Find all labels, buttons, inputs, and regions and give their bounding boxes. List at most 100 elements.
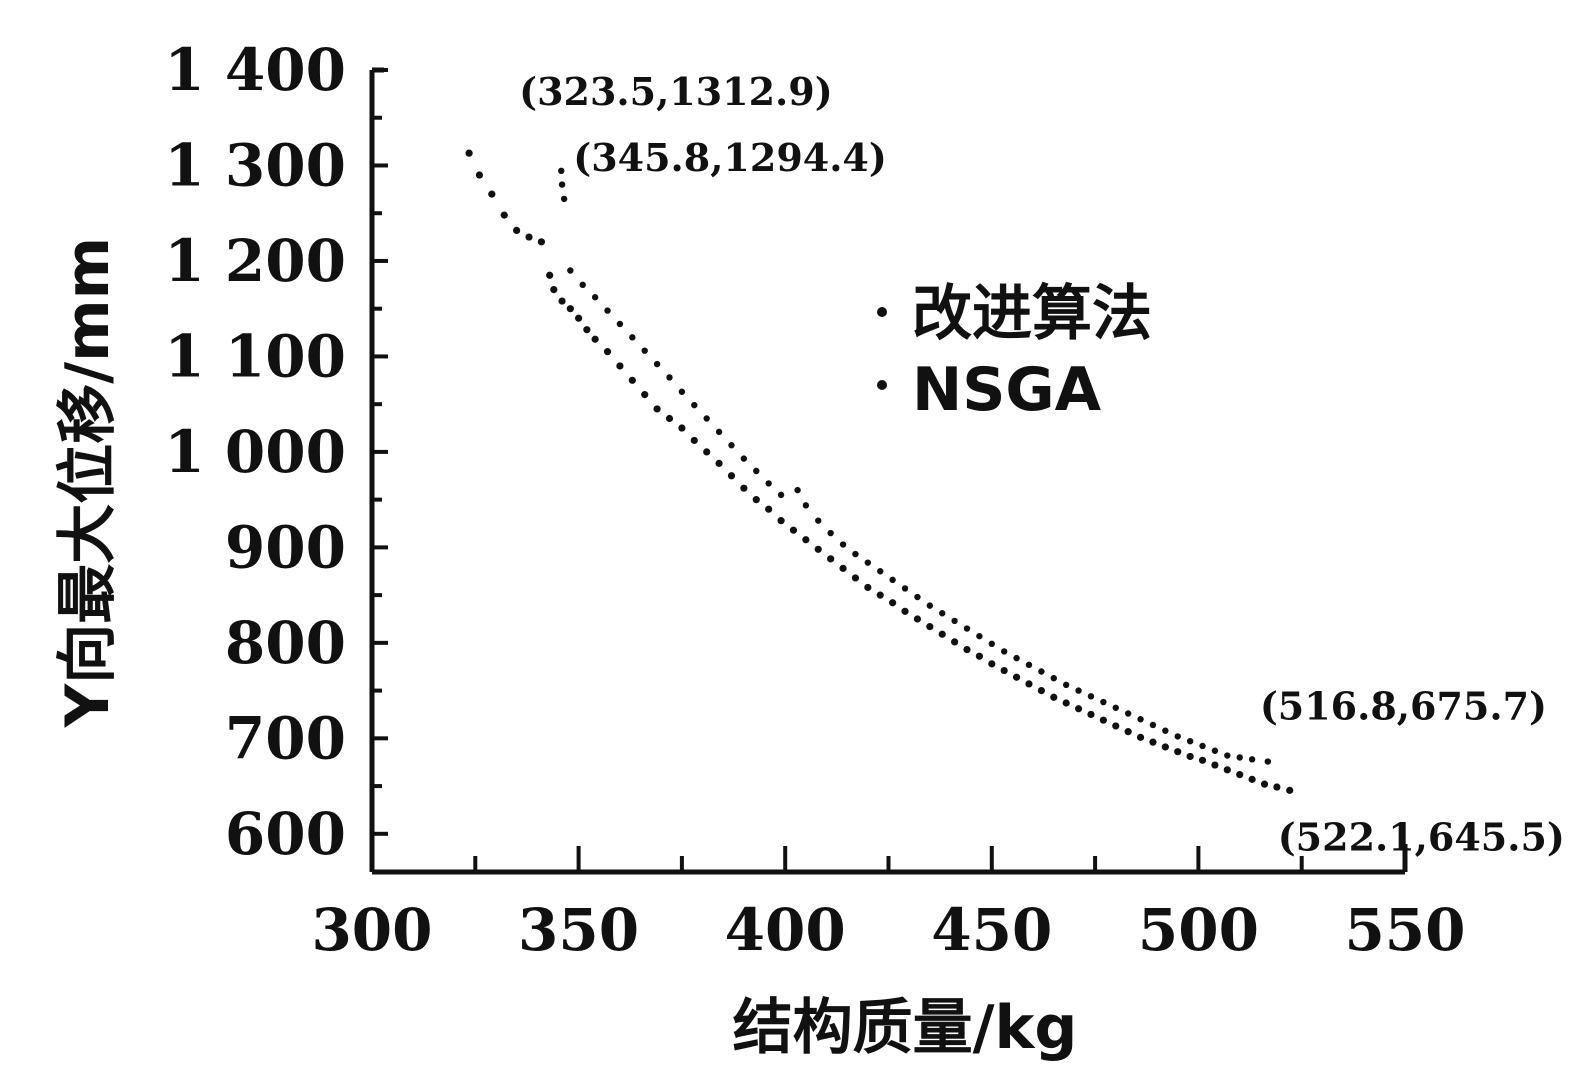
point-nsga <box>1025 661 1033 669</box>
point-improved <box>1223 766 1231 774</box>
point-nsga <box>558 167 565 175</box>
point-nsga <box>1236 754 1243 761</box>
point-improved <box>475 171 484 179</box>
point-nsga <box>914 593 921 601</box>
legend-label-nsga: NSGA <box>912 355 1102 425</box>
point-improved <box>603 348 612 356</box>
point-nsga <box>1075 687 1082 694</box>
point-improved <box>1037 686 1045 695</box>
point-nsga <box>567 267 574 274</box>
point-improved <box>628 376 636 384</box>
point-improved <box>488 190 496 198</box>
point-nsga <box>728 442 735 449</box>
point-nsga <box>616 320 624 328</box>
point-nsga <box>815 517 822 524</box>
point-nsga <box>1224 752 1231 759</box>
point-improved <box>678 424 686 432</box>
point-nsga <box>951 617 958 625</box>
point-improved <box>465 149 473 157</box>
point-nsga <box>802 502 810 509</box>
point-improved <box>1248 775 1256 783</box>
point-improved <box>802 536 810 544</box>
point-improved <box>1025 680 1033 688</box>
point-nsga <box>1087 693 1095 700</box>
point-nsga <box>715 428 723 436</box>
point-nsga <box>604 307 611 314</box>
point-improved <box>1149 738 1157 746</box>
axes-layer: 300 350 400 450 500 550 600 700 800 900 1 000 1 100… <box>164 36 1465 964</box>
point-nsga <box>1186 737 1194 745</box>
point-improved <box>616 362 624 370</box>
point-improved <box>1074 705 1083 713</box>
point-nsga <box>653 360 661 368</box>
y-tick-label: 1 000 <box>164 418 346 486</box>
points-layer <box>465 149 1294 794</box>
point-annotation: (323.5,1312.9) <box>519 69 833 114</box>
point-improved <box>913 615 922 623</box>
point-nsga <box>1174 733 1181 740</box>
point-nsga <box>926 602 934 609</box>
point-nsga <box>889 576 896 584</box>
point-improved <box>513 226 521 234</box>
point-improved <box>525 233 533 241</box>
point-improved <box>591 335 599 343</box>
x-tick-label: 400 <box>725 896 846 964</box>
point-improved <box>827 555 835 563</box>
y-tick-label: 1 300 <box>164 131 346 199</box>
point-improved <box>566 305 574 313</box>
point-improved <box>1124 728 1132 736</box>
point-improved <box>583 326 591 334</box>
point-improved <box>1198 756 1207 764</box>
point-improved <box>938 630 946 638</box>
y-tick-label: 600 <box>225 800 346 868</box>
point-improved <box>889 599 897 607</box>
point-improved <box>963 645 971 654</box>
point-improved <box>1050 693 1058 701</box>
y-tick-label: 900 <box>225 513 346 581</box>
point-improved <box>653 405 661 413</box>
point-improved <box>876 591 884 599</box>
point-nsga <box>901 585 909 592</box>
point-improved <box>864 583 872 592</box>
point-annotation: (522.1,645.5) <box>1278 814 1565 859</box>
x-tick-label: 300 <box>311 896 432 964</box>
point-improved <box>1136 733 1145 741</box>
point-nsga <box>976 632 983 640</box>
y-tick-label: 700 <box>225 704 346 772</box>
y-tick-label: 800 <box>225 609 346 677</box>
point-nsga <box>1211 747 1219 754</box>
point-nsga <box>988 640 995 648</box>
point-improved <box>1211 761 1219 769</box>
point-nsga <box>1038 668 1045 675</box>
point-improved <box>575 314 583 322</box>
x-tick-label: 500 <box>1138 896 1259 964</box>
point-improved <box>789 526 798 534</box>
point-nsga <box>877 568 884 575</box>
point-improved <box>1062 699 1070 707</box>
point-nsga <box>1199 742 1206 750</box>
legend-label-improved: 改进算法 <box>912 279 1152 349</box>
point-improved <box>1087 710 1095 719</box>
point-improved <box>851 574 860 582</box>
point-nsga <box>678 388 686 395</box>
point-nsga <box>579 281 586 289</box>
point-improved <box>988 660 996 668</box>
y-tick-label: 1 200 <box>164 227 346 295</box>
point-improved <box>500 211 508 219</box>
point-improved <box>975 652 984 660</box>
point-improved <box>665 414 674 423</box>
point-nsga <box>666 374 673 381</box>
point-improved <box>1273 783 1281 791</box>
point-improved <box>1286 786 1294 794</box>
point-improved <box>703 448 711 456</box>
point-improved <box>839 564 847 572</box>
point-improved <box>752 496 760 504</box>
point-annotation: (345.8,1294.4) <box>573 135 887 180</box>
point-nsga <box>827 529 834 537</box>
point-nsga <box>1013 654 1020 662</box>
point-nsga <box>852 550 859 558</box>
point-improved <box>777 517 785 525</box>
point-nsga <box>591 294 599 301</box>
point-improved <box>1000 666 1008 675</box>
